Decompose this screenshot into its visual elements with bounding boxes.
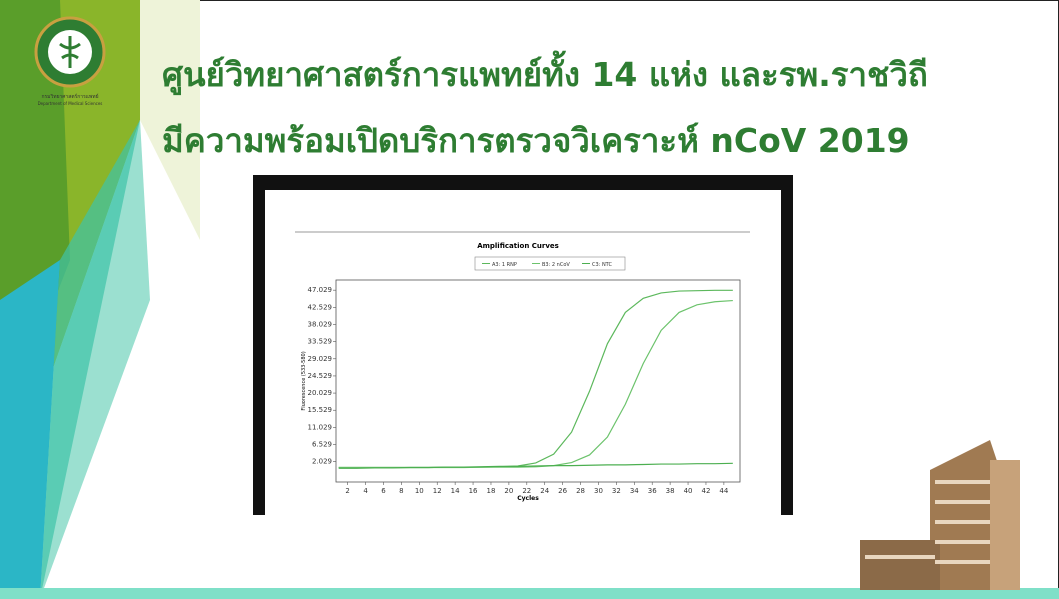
decor bbox=[40, 120, 140, 599]
chart-title: Amplification Curves bbox=[477, 242, 559, 250]
x-tick-label: 26 bbox=[558, 487, 567, 495]
x-tick-label: 12 bbox=[433, 487, 442, 495]
legend-label: A3: 1 RNP bbox=[492, 262, 517, 268]
x-tick-label: 20 bbox=[504, 487, 513, 495]
x-tick-label: 8 bbox=[399, 487, 403, 495]
x-tick-label: 30 bbox=[594, 487, 603, 495]
x-tick-label: 40 bbox=[684, 487, 693, 495]
legend-label: B3: 2 nCoV bbox=[542, 262, 570, 268]
y-tick-label: 29.029 bbox=[308, 355, 333, 363]
title-line: มีความพร้อมเปิดบริการตรวจวิเคราะห์ nCoV … bbox=[162, 121, 910, 160]
logo-text: Department of Medical Sciences bbox=[38, 101, 103, 106]
y-axis-label: Fluorescence (533-580) bbox=[301, 351, 307, 410]
y-tick-label: 38.029 bbox=[308, 320, 333, 328]
x-tick-label: 16 bbox=[469, 487, 478, 495]
x-tick-label: 44 bbox=[719, 487, 728, 495]
y-tick-label: 42.529 bbox=[308, 303, 333, 311]
legend bbox=[474, 256, 626, 271]
x-tick-label: 2 bbox=[345, 487, 349, 495]
y-tick-label: 11.029 bbox=[308, 423, 333, 431]
y-tick-label: 24.529 bbox=[308, 372, 333, 380]
y-tick-label: 20.029 bbox=[308, 389, 333, 397]
x-tick-label: 24 bbox=[540, 487, 549, 495]
series-line bbox=[338, 462, 733, 469]
x-tick-label: 18 bbox=[487, 487, 496, 495]
title-line: ศูนย์วิทยาศาสตร์การแพทย์ทั้ง 14 แห่ง และ… bbox=[162, 50, 928, 96]
y-tick-label: 6.529 bbox=[312, 441, 332, 449]
legend-label: C3: NTC bbox=[592, 262, 612, 268]
logo bbox=[59, 36, 81, 68]
x-tick-label: 22 bbox=[522, 487, 531, 495]
y-tick-label: 47.029 bbox=[308, 286, 333, 294]
x-tick-label: 14 bbox=[451, 487, 460, 495]
x-tick-label: 42 bbox=[701, 487, 710, 495]
x-tick-label: 34 bbox=[630, 487, 639, 495]
decor bbox=[140, 0, 200, 240]
bottom-bar bbox=[0, 588, 1059, 599]
x-tick-label: 38 bbox=[666, 487, 675, 495]
x-tick-label: 4 bbox=[363, 487, 368, 495]
logo-text: กรมวิทยาศาสตร์การแพทย์ bbox=[41, 93, 98, 100]
plot-area bbox=[335, 279, 741, 483]
x-tick-label: 32 bbox=[612, 487, 621, 495]
y-tick-label: 2.029 bbox=[312, 458, 332, 466]
x-tick-label: 36 bbox=[648, 487, 657, 495]
x-tick-label: 28 bbox=[576, 487, 585, 495]
x-axis-label: Cycles bbox=[517, 495, 539, 502]
x-tick-label: 10 bbox=[415, 487, 424, 495]
y-tick-label: 15.529 bbox=[308, 406, 333, 414]
x-tick-label: 6 bbox=[381, 487, 386, 495]
building bbox=[860, 440, 1020, 590]
y-tick-label: 33.529 bbox=[308, 338, 333, 346]
